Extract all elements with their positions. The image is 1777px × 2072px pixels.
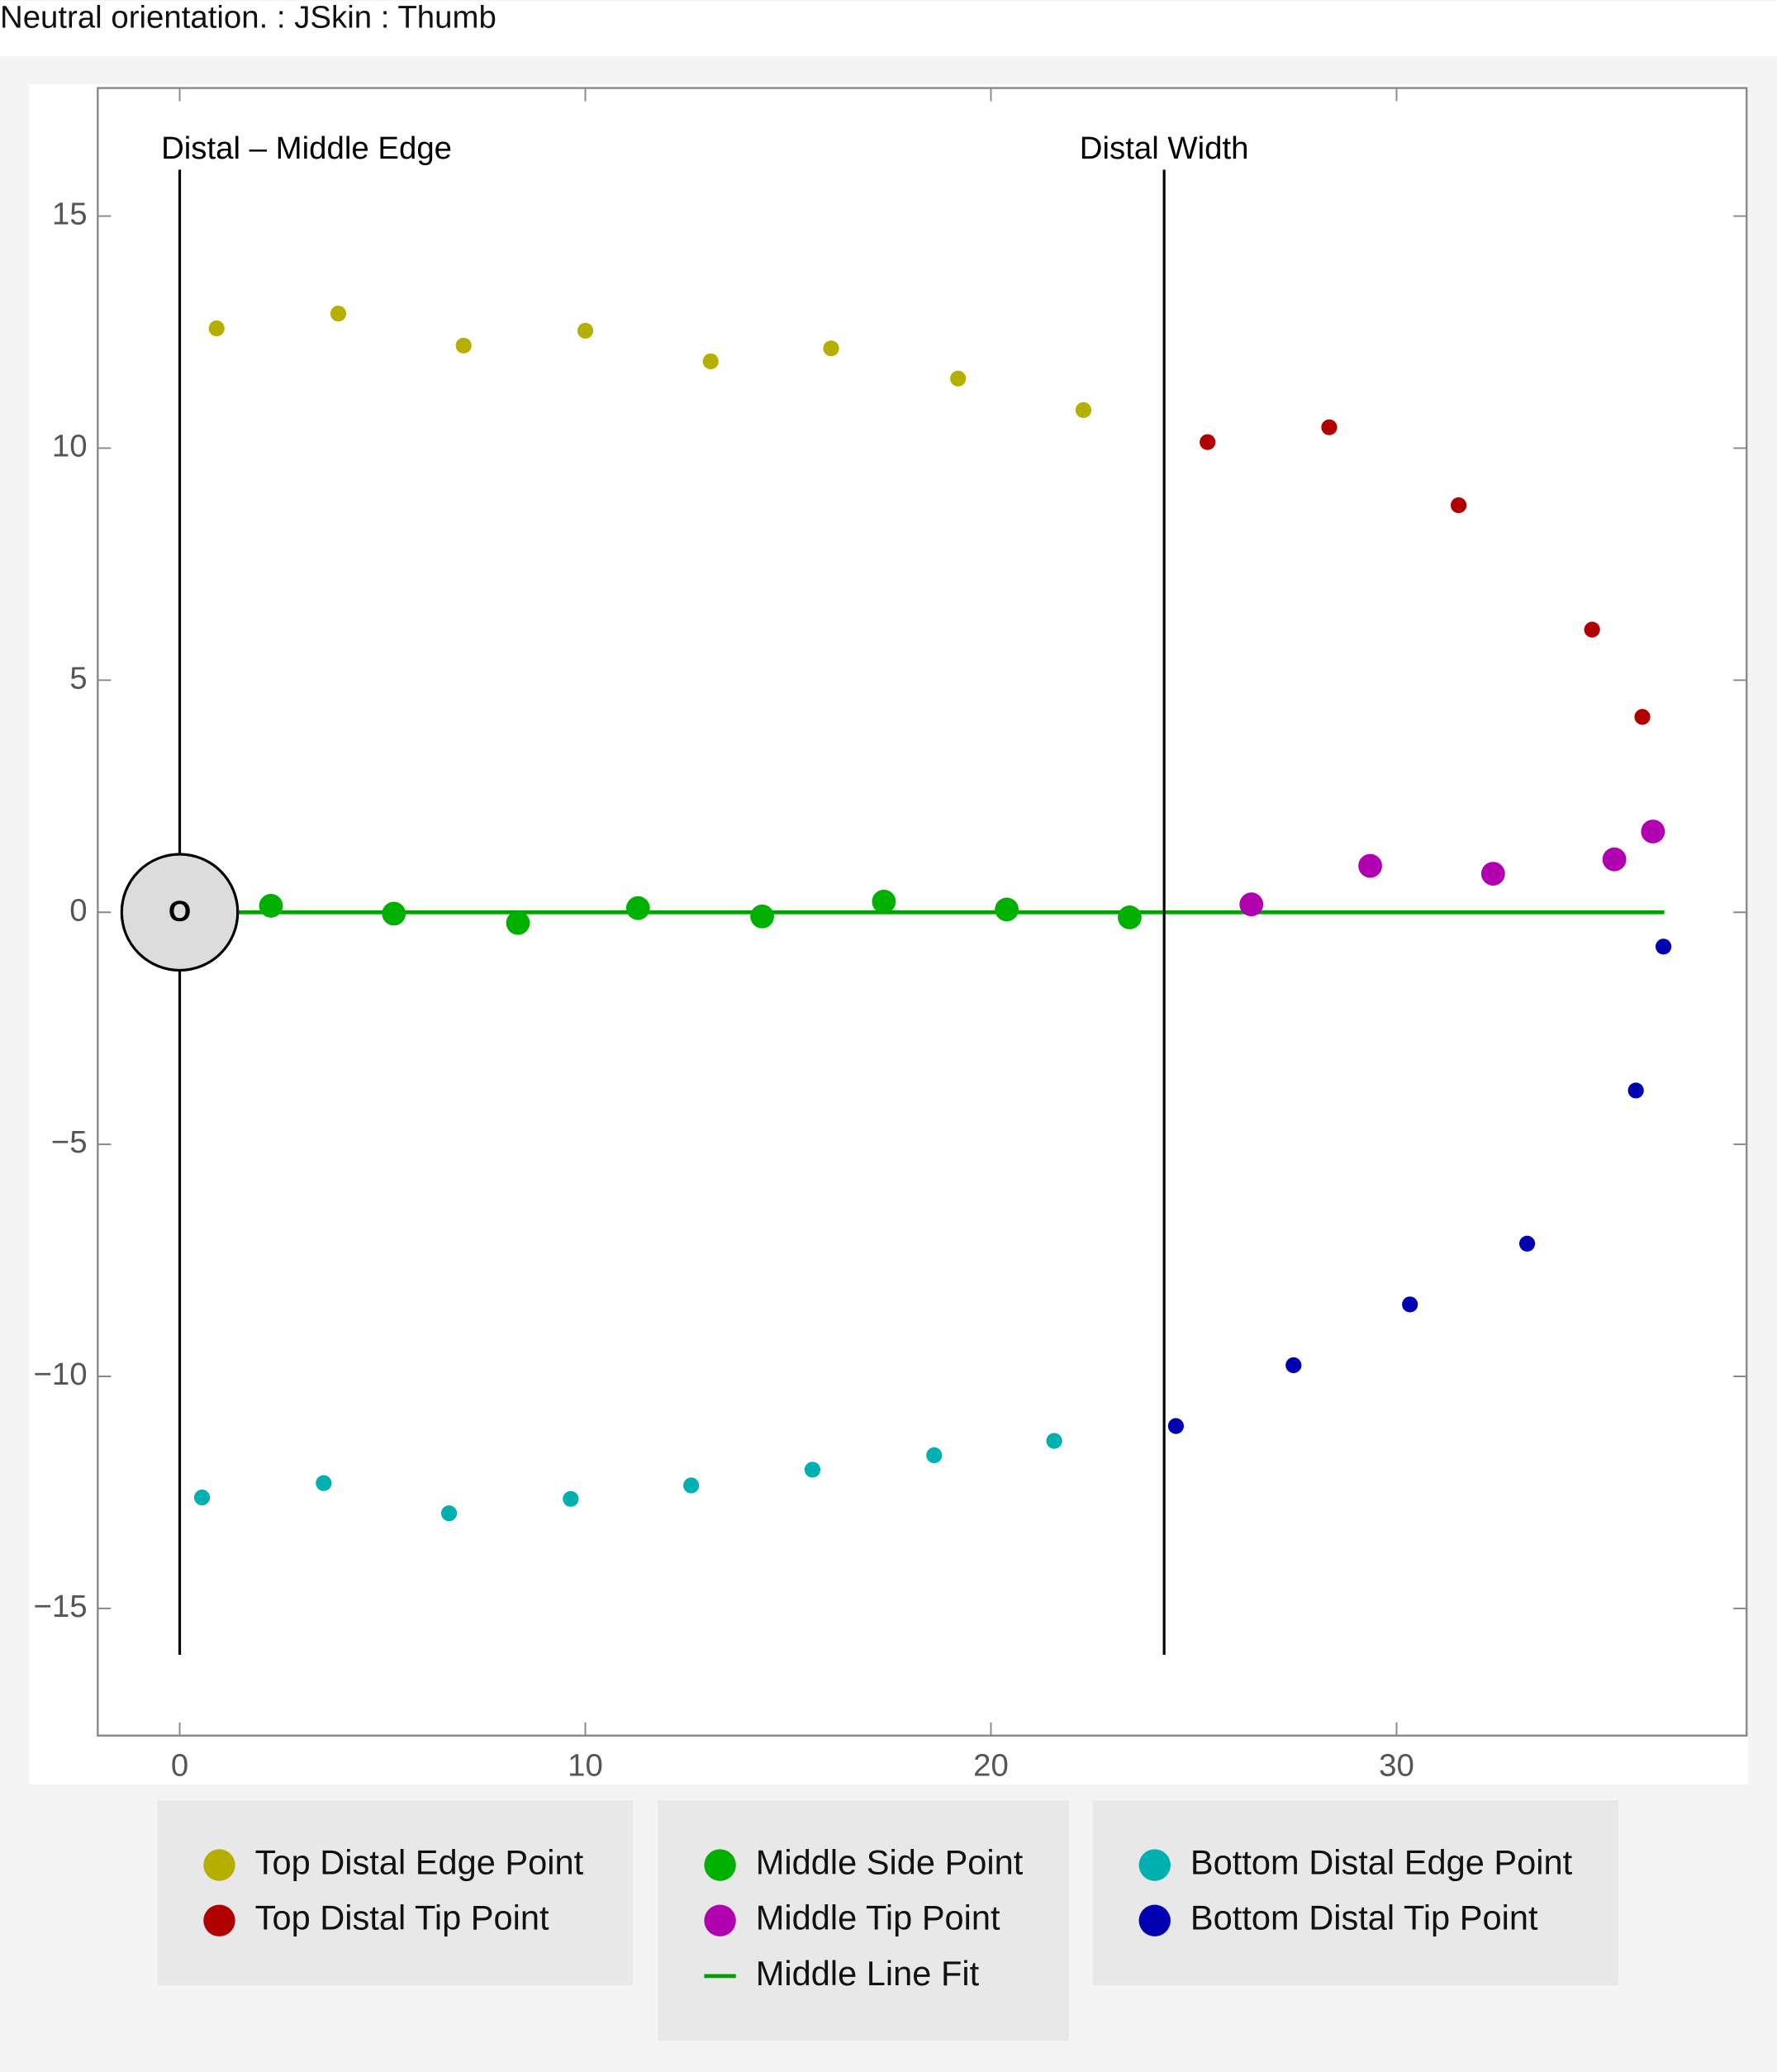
point: [1602, 847, 1627, 872]
point: [1321, 419, 1338, 435]
point: [1584, 621, 1600, 638]
point: [750, 904, 774, 929]
y-tick-label: 10: [52, 429, 88, 464]
legend-swatch: [203, 1904, 235, 1937]
point: [1358, 853, 1382, 878]
x-tick-label: 20: [973, 1747, 1009, 1783]
y-tick-label: −10: [33, 1357, 87, 1392]
point: [683, 1477, 700, 1494]
y-tick-label: 0: [69, 892, 87, 928]
point: [1402, 1296, 1418, 1313]
origin-label: O: [169, 896, 191, 928]
point: [382, 901, 406, 926]
point: [577, 322, 594, 339]
point: [625, 896, 650, 920]
legend-swatch: [704, 1904, 736, 1937]
y-tick-label: −15: [33, 1589, 87, 1624]
point: [563, 1490, 579, 1507]
y-tick-label: 5: [69, 660, 87, 696]
point: [926, 1447, 943, 1464]
header: [0, 0, 1777, 57]
point: [823, 340, 839, 357]
point: [702, 353, 719, 370]
legend-swatch: [203, 1849, 235, 1881]
point: [1655, 939, 1672, 955]
point: [1285, 1357, 1302, 1374]
point: [1480, 862, 1505, 886]
point: [950, 370, 967, 387]
x-tick-label: 30: [1379, 1747, 1414, 1783]
point: [455, 337, 472, 354]
legend-swatch: [704, 1849, 736, 1881]
legend-swatch: [1138, 1904, 1171, 1937]
plot-panel: [29, 83, 1748, 1784]
point: [995, 897, 1019, 922]
point: [1167, 1418, 1184, 1434]
point: [1200, 434, 1216, 450]
y-tick-label: 15: [52, 197, 88, 232]
legend-label: Middle Side Point: [756, 1843, 1024, 1882]
legend-swatch: [1138, 1849, 1171, 1881]
legend-label: Top Distal Edge Point: [255, 1843, 584, 1882]
y-tick-label: −5: [51, 1124, 88, 1160]
point: [1634, 709, 1651, 725]
annotation-label: Distal – Middle Edge: [161, 131, 452, 166]
point: [1046, 1433, 1062, 1449]
annotation-label: Distal Width: [1080, 131, 1249, 166]
point: [440, 1505, 458, 1522]
point: [259, 893, 283, 918]
origin-marker: [120, 853, 240, 972]
legend-label: Top Distal Tip Point: [255, 1899, 549, 1937]
legend-label: Middle Line Fit: [756, 1954, 980, 1993]
point: [1075, 402, 1092, 418]
legend-label: Middle Tip Point: [756, 1899, 1000, 1937]
point: [1118, 905, 1142, 929]
point: [804, 1461, 821, 1478]
point: [1518, 1235, 1536, 1252]
point: [872, 889, 896, 914]
point: [1641, 820, 1665, 844]
x-tick-label: 10: [568, 1747, 603, 1783]
chart-title: Neutral orientation. : JSkin : Thumb: [0, 0, 497, 36]
legend-label: Bottom Distal Edge Point: [1190, 1843, 1573, 1882]
point: [1451, 497, 1467, 514]
point: [1627, 1082, 1644, 1099]
point: [1239, 892, 1264, 917]
point: [316, 1475, 332, 1491]
point: [506, 910, 530, 935]
legend-label: Bottom Distal Tip Point: [1190, 1899, 1538, 1937]
legend-box: [1092, 1800, 1619, 1986]
point: [208, 320, 225, 337]
legend-box: [157, 1800, 634, 1986]
point: [330, 305, 347, 322]
point: [193, 1490, 211, 1506]
x-tick-label: 0: [171, 1747, 188, 1783]
